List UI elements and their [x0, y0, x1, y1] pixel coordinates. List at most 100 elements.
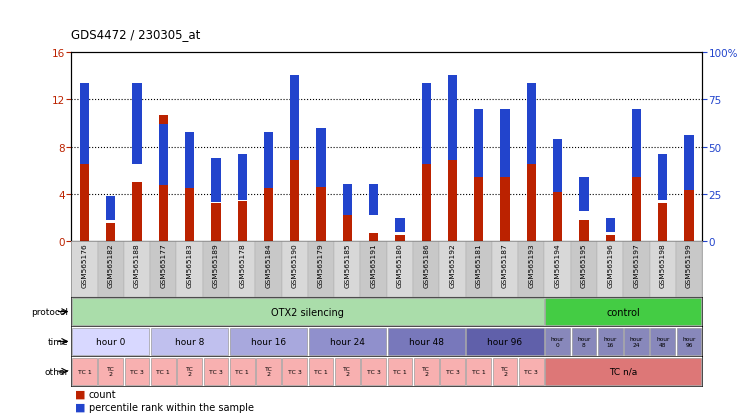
Text: hour
16: hour 16 [604, 336, 617, 347]
Text: hour
0: hour 0 [551, 336, 564, 347]
Bar [151, 328, 228, 355]
Text: TC
2: TC 2 [264, 366, 273, 377]
Text: GSM565189: GSM565189 [213, 243, 219, 287]
Bar [203, 241, 229, 297]
Text: GSM565182: GSM565182 [108, 243, 113, 287]
Bar [500, 110, 510, 178]
Bar [440, 358, 465, 385]
Bar [676, 241, 702, 297]
Bar [106, 196, 116, 221]
Bar [545, 358, 701, 385]
Text: TC
2: TC 2 [185, 366, 194, 377]
Text: GSM565192: GSM565192 [450, 243, 455, 287]
Text: other: other [44, 367, 68, 376]
Bar [518, 241, 544, 297]
Bar [684, 136, 694, 191]
Bar [677, 328, 701, 355]
Text: control: control [607, 307, 640, 317]
Text: GSM565185: GSM565185 [345, 243, 350, 287]
Bar [658, 204, 668, 241]
Text: TC 1: TC 1 [393, 369, 407, 374]
Bar [229, 241, 255, 297]
Bar [185, 132, 195, 189]
Bar [256, 358, 281, 385]
Bar [597, 241, 623, 297]
Bar [264, 161, 273, 241]
Bar [125, 358, 149, 385]
Text: protocol: protocol [32, 307, 68, 316]
Bar [185, 158, 195, 241]
Text: GSM565195: GSM565195 [581, 243, 587, 287]
Bar [369, 185, 379, 215]
Text: GSM565199: GSM565199 [686, 243, 692, 287]
Bar [684, 191, 694, 241]
Bar [230, 358, 255, 385]
Text: GSM565188: GSM565188 [134, 243, 140, 287]
Bar [158, 125, 168, 185]
Text: hour 16: hour 16 [251, 337, 286, 346]
Bar [72, 328, 149, 355]
Text: GSM565197: GSM565197 [634, 243, 639, 287]
Text: count: count [89, 389, 116, 399]
Text: TC 1: TC 1 [156, 369, 170, 374]
Bar [150, 241, 176, 297]
Bar [255, 241, 282, 297]
Bar [579, 177, 589, 211]
Bar [72, 358, 97, 385]
Bar [290, 76, 300, 161]
Text: TC
2: TC 2 [501, 366, 509, 377]
Text: GSM565176: GSM565176 [82, 243, 87, 287]
Bar [72, 299, 544, 325]
Text: GSM565190: GSM565190 [292, 243, 297, 287]
Bar [98, 241, 124, 297]
Bar [290, 98, 300, 241]
Bar [388, 328, 465, 355]
Text: GDS4472 / 230305_at: GDS4472 / 230305_at [71, 28, 201, 41]
Bar [439, 241, 466, 297]
Bar [282, 358, 307, 385]
Bar [158, 116, 168, 241]
Bar [387, 241, 413, 297]
Bar [309, 328, 386, 355]
Text: TC 1: TC 1 [314, 369, 328, 374]
Text: GSM565181: GSM565181 [476, 243, 481, 287]
Text: TC 3: TC 3 [366, 369, 381, 374]
Bar [605, 235, 615, 241]
Text: time: time [48, 337, 68, 346]
Bar [500, 109, 510, 241]
Text: hour 0: hour 0 [96, 337, 125, 346]
Bar [650, 328, 675, 355]
Text: hour 48: hour 48 [409, 337, 444, 346]
Text: hour
8: hour 8 [578, 336, 590, 347]
Text: GSM565186: GSM565186 [424, 243, 429, 287]
Bar [624, 328, 649, 355]
Bar [176, 241, 203, 297]
Text: GSM565180: GSM565180 [397, 243, 403, 287]
Text: ■: ■ [75, 402, 86, 412]
Bar [493, 358, 517, 385]
Text: GSM565196: GSM565196 [608, 243, 613, 287]
Bar [650, 241, 676, 297]
Text: GSM565198: GSM565198 [660, 243, 665, 287]
Text: GSM565184: GSM565184 [266, 243, 271, 287]
Bar [177, 358, 202, 385]
Bar [309, 358, 333, 385]
Bar [526, 100, 536, 241]
Bar [474, 110, 484, 178]
Bar [388, 358, 412, 385]
Bar [132, 183, 142, 241]
Text: TC 3: TC 3 [288, 369, 302, 374]
Bar [106, 223, 116, 241]
Text: TC n/a: TC n/a [609, 367, 638, 376]
Bar [526, 83, 536, 164]
Bar [124, 241, 150, 297]
Bar [132, 83, 142, 164]
Bar [316, 128, 326, 187]
Text: TC 1: TC 1 [235, 369, 249, 374]
Text: hour 96: hour 96 [487, 337, 523, 346]
Text: hour
48: hour 48 [656, 336, 669, 347]
Text: TC 3: TC 3 [209, 369, 223, 374]
Bar [237, 201, 247, 241]
Bar [71, 241, 98, 297]
Text: hour
24: hour 24 [630, 336, 643, 347]
